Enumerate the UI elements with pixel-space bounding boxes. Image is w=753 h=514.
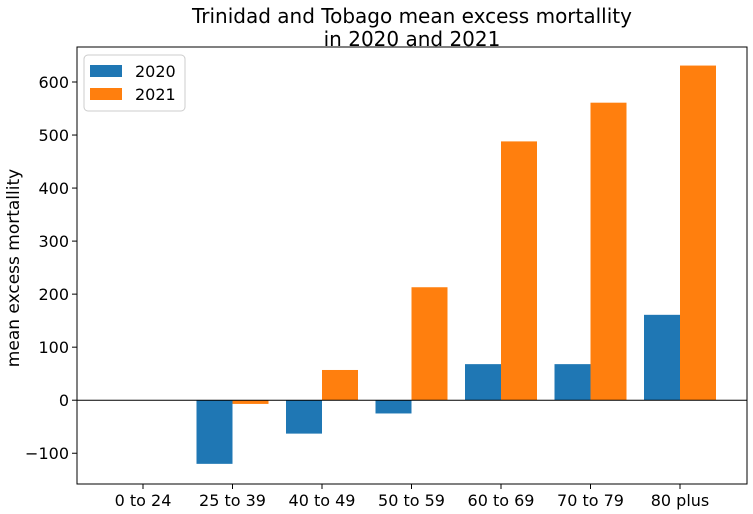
bar-2021-25-to-39 bbox=[232, 400, 269, 404]
y-tick-label: 200 bbox=[38, 285, 69, 304]
x-tick-label: 40 to 49 bbox=[289, 491, 356, 510]
x-tick-label: 60 to 69 bbox=[468, 491, 535, 510]
plot-frame bbox=[76, 46, 748, 485]
x-tick-label: 70 to 79 bbox=[557, 491, 624, 510]
legend-label-2020: 2020 bbox=[135, 62, 176, 81]
bar-2020-80-plus bbox=[644, 314, 680, 401]
plot-area: −100 0 100 200 300 400 500 600 0 to 24 25 to 39 40… bbox=[25, 46, 748, 510]
legend-label-2021: 2021 bbox=[135, 85, 176, 104]
bar-2020-60-to-69 bbox=[465, 364, 501, 401]
bar-2020-25-to-39 bbox=[196, 400, 233, 464]
legend-swatch-2020 bbox=[90, 65, 122, 77]
y-tick-label: 0 bbox=[59, 391, 69, 410]
bar-2020-50-to-59 bbox=[375, 400, 412, 414]
y-tick-label: 500 bbox=[38, 126, 69, 145]
x-tick-label: 25 to 39 bbox=[199, 491, 266, 510]
y-tick-label: 300 bbox=[38, 232, 69, 251]
x-tick-label: 80 plus bbox=[651, 491, 710, 510]
chart-title-line1: Trinidad and Tobago mean excess mortalli… bbox=[191, 4, 632, 28]
bar-2021-80-plus bbox=[680, 65, 716, 401]
y-tick-label: 400 bbox=[38, 179, 69, 198]
bar-2021-50-to-59 bbox=[411, 287, 448, 401]
y-axis-label: mean excess mortallity bbox=[4, 169, 24, 367]
bar-2020-70-to-79 bbox=[554, 364, 591, 401]
x-tick-label: 0 to 24 bbox=[115, 491, 172, 510]
y-tick-label: 100 bbox=[38, 338, 69, 357]
bar-2021-70-to-79 bbox=[590, 102, 627, 401]
y-tick-label: 600 bbox=[38, 73, 69, 92]
x-tick-label: 50 to 59 bbox=[378, 491, 445, 510]
bar-2021-60-to-69 bbox=[501, 141, 537, 401]
bar-2021-40-to-49 bbox=[322, 369, 358, 401]
legend-swatch-2021 bbox=[90, 88, 122, 100]
legend: 2020 2021 bbox=[83, 54, 186, 112]
bar-2020-40-to-49 bbox=[286, 400, 322, 434]
y-tick-label: −100 bbox=[25, 444, 69, 463]
